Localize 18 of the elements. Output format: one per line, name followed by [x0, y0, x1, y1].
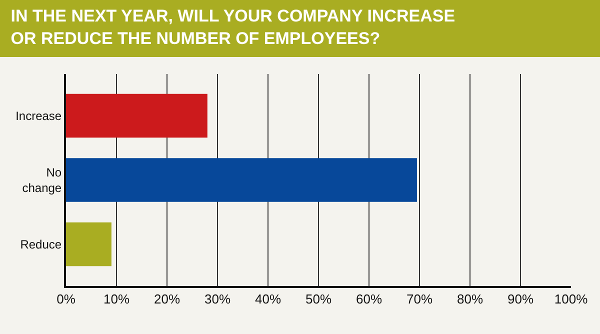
x-tick-label: 30% [204, 292, 231, 307]
x-tick-label: 10% [103, 292, 130, 307]
x-tick-label: 20% [154, 292, 180, 307]
x-tick-label: 40% [254, 292, 282, 307]
bar [66, 222, 112, 266]
x-tick-label: 90% [507, 292, 534, 307]
bar [66, 158, 417, 202]
y-tick-label: No change [22, 165, 62, 195]
y-tick-label: Increase [16, 108, 62, 123]
bar [66, 94, 208, 138]
x-tick-label: 80% [456, 292, 484, 307]
x-tick-label: 0% [56, 292, 76, 307]
x-tick-label: 70% [406, 292, 433, 307]
x-tick-label: 100% [554, 292, 588, 307]
x-tick-label: 60% [356, 292, 382, 307]
x-tick-label: 50% [305, 292, 332, 307]
chart-title: IN THE NEXT YEAR, WILL YOUR COMPANY INCREASE OR REDUCE THE NUMBER OF EMPLOYEES? [10, 6, 456, 48]
y-tick-label: Reduce [20, 237, 62, 252]
